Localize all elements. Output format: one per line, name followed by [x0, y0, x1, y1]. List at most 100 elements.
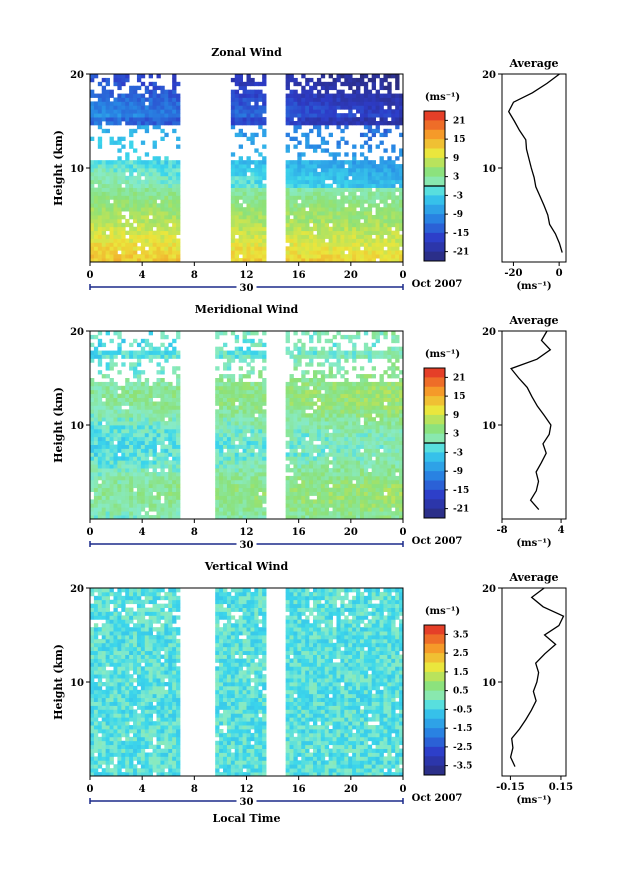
x-tick-label: 0 — [87, 527, 94, 538]
x-tick-label: 4 — [139, 527, 146, 538]
day-label: 30 — [240, 797, 254, 808]
colorbar-label: 9 — [453, 411, 459, 421]
colorbar-band — [424, 690, 445, 701]
colorbar-band — [424, 653, 445, 663]
x-tick-label: 0 — [400, 784, 407, 795]
x-tick-label: 0 — [87, 784, 94, 795]
day-label-bg — [236, 539, 257, 549]
average-x-tick-label: -0.15 — [496, 782, 525, 793]
average-y-tick-label: 10 — [482, 678, 496, 689]
colorbar-label: 9 — [453, 154, 459, 164]
colorbar-label: 0.5 — [453, 687, 469, 697]
x-tick-label: 20 — [344, 527, 358, 538]
colorbar-band — [424, 214, 445, 224]
colorbar-band — [424, 489, 445, 500]
colorbar-label: -9 — [453, 210, 463, 220]
heatmap-cells — [90, 588, 404, 777]
average-y-tick-label: 20 — [482, 584, 496, 595]
colorbar-band — [424, 662, 445, 673]
y-axis-label: Height (km) — [52, 387, 65, 463]
colorbar-band — [424, 242, 445, 253]
y-tick-label: 20 — [70, 584, 84, 595]
colorbar-band — [424, 167, 445, 178]
colorbar-label: -3 — [453, 191, 463, 201]
colorbar-label: 21 — [453, 373, 466, 383]
x-tick-label: 8 — [191, 270, 198, 281]
colorbar-band — [424, 634, 445, 645]
heatmap-cells — [90, 331, 404, 520]
average-y-tick-label: 20 — [482, 70, 496, 81]
average-x-label: (ms⁻¹) — [516, 538, 551, 549]
average-x-label: (ms⁻¹) — [516, 281, 551, 292]
day-label-bg — [236, 796, 257, 806]
colorbar-band — [424, 396, 445, 406]
x-tick-label: 8 — [191, 527, 198, 538]
chart-title: Vertical Wind — [204, 560, 289, 573]
colorbar-label: -0.5 — [453, 705, 472, 715]
x-tick-label: 16 — [292, 784, 306, 795]
x-tick-label: 20 — [344, 270, 358, 281]
x-tick-label: 4 — [139, 784, 146, 795]
colorbar-label: 3.5 — [453, 630, 469, 640]
colorbar-band — [424, 176, 445, 187]
colorbar-label: -1.5 — [453, 724, 472, 734]
colorbar-band — [424, 223, 445, 234]
x-tick-label: 0 — [400, 270, 407, 281]
y-axis-label: Height (km) — [52, 130, 65, 206]
colorbar-label: 1.5 — [453, 668, 469, 678]
colorbar-band — [424, 405, 445, 416]
colorbar-band — [424, 718, 445, 729]
colorbar-band — [424, 709, 445, 720]
colorbar-unit: (ms⁻¹) — [425, 349, 460, 360]
x-tick-label: 16 — [292, 270, 306, 281]
colorbar-label: -21 — [453, 505, 469, 515]
colorbar-frame — [423, 624, 446, 776]
colorbar-label: -2.5 — [453, 743, 472, 753]
x-tick-label: 12 — [240, 270, 254, 281]
month-label: Oct 2007 — [412, 279, 463, 290]
day-label: 30 — [240, 283, 254, 294]
chart-panel-2: Vertical Wind 10 20 Height (km) 0 4 8 12 16 20 0 30… — [52, 560, 573, 825]
average-frame — [501, 330, 567, 520]
average-y-tick-label: 20 — [482, 327, 496, 338]
colorbar-band — [424, 765, 445, 776]
x-axis-label: Local Time — [213, 812, 281, 825]
average-frame — [501, 587, 567, 777]
colorbar-band — [424, 424, 445, 435]
x-tick-label: 0 — [400, 527, 407, 538]
average-title: Average — [508, 314, 558, 327]
x-tick-label: 12 — [240, 784, 254, 795]
x-tick-label: 20 — [344, 784, 358, 795]
colorbar-label: 21 — [453, 116, 466, 126]
colorbar-band — [424, 148, 445, 159]
average-x-tick-label: -8 — [496, 525, 507, 536]
colorbar-label: 2.5 — [453, 649, 469, 659]
colorbar-band — [424, 756, 445, 767]
average-frame — [501, 73, 567, 263]
colorbar-label: 15 — [453, 135, 466, 145]
colorbar-band — [424, 737, 445, 748]
average-x-tick-label: 0.15 — [549, 782, 573, 793]
colorbar-label: -21 — [453, 248, 469, 258]
colorbar-band — [424, 111, 445, 121]
colorbar-label: 15 — [453, 392, 466, 402]
y-tick-label: 10 — [70, 421, 84, 432]
colorbar-band — [424, 368, 445, 378]
colorbar-band — [424, 728, 445, 738]
colorbar-label: -3.5 — [453, 762, 472, 772]
average-x-tick-label: -20 — [504, 268, 522, 279]
x-tick-label: 12 — [240, 527, 254, 538]
chart-title: Zonal Wind — [211, 46, 282, 59]
colorbar-band — [424, 625, 445, 635]
colorbar-label: -9 — [453, 467, 463, 477]
colorbar-band — [424, 499, 445, 510]
colorbar-unit: (ms⁻¹) — [425, 606, 460, 617]
colorbar-band — [424, 681, 445, 692]
colorbar-band — [424, 386, 445, 397]
colorbar-label: 3 — [453, 430, 459, 440]
colorbar-band — [424, 157, 445, 168]
colorbar-band — [424, 120, 445, 131]
average-y-tick-label: 10 — [482, 421, 496, 432]
